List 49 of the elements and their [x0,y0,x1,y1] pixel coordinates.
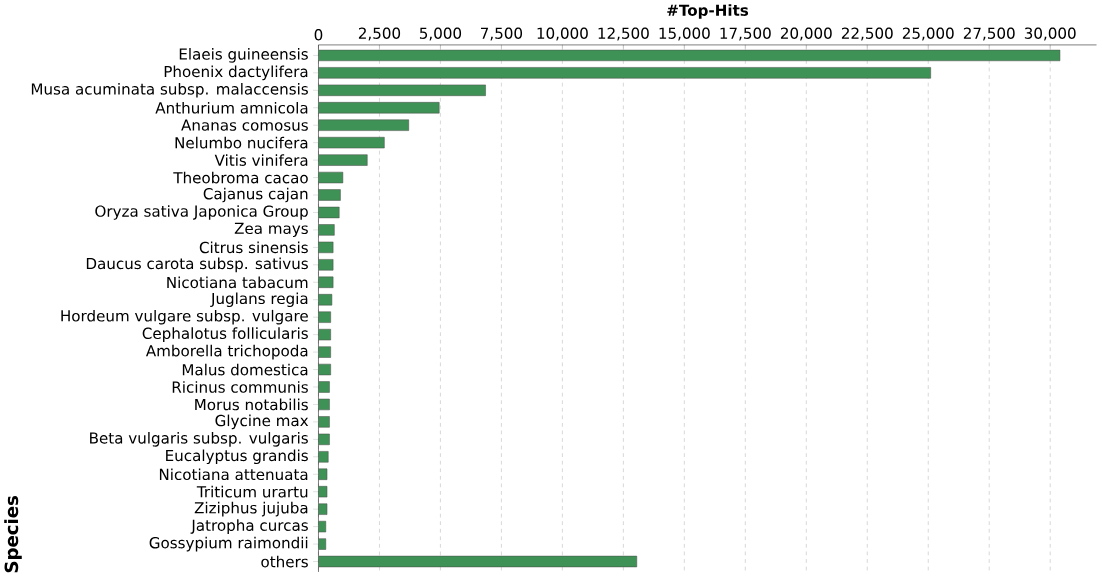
y-tick-label: Citrus sinensis [199,241,308,254]
y-tick-label: Cephalotus follicularis [142,327,308,343]
x-tick-label: 20,000 [780,27,832,41]
y-tick-label: Daucus carota subsp. sativus [86,257,308,273]
y-tick-label: Cajanus cajan [203,187,308,203]
x-tick-label: 10,000 [537,27,588,41]
x-axis-title: #Top-Hits [667,4,749,19]
y-tick-label: Morus notabilis [195,398,308,411]
y-tick-label: Oryza sativa Japonica Group [95,205,308,220]
y-tick-label: Juglans regia [210,292,308,308]
bar [318,119,409,131]
x-tick-label: 22,500 [841,27,893,41]
y-tick-label: Anthurium amnicola [155,102,308,114]
x-tick-label: 2,500 [358,27,401,41]
y-tick-label: Nicotiana attenuata [159,468,308,481]
bar [318,67,931,79]
x-tick-label: 15,000 [659,27,710,41]
y-tick-label: Amborella trichopoda [145,344,308,360]
y-tick-label: Triticum urartu [196,486,308,498]
y-tick-label: Ziziphus jujuba [194,501,308,517]
y-tick-label: Beta vulgaris subsp. vulgaris [90,432,308,447]
y-tick-label: Phoenix dactylifera [164,65,308,81]
x-tick-label: 27,500 [963,27,1015,41]
x-tick-label: 30,000 [1024,27,1076,41]
x-tick-label: 12,500 [598,27,649,41]
y-tick-label: Eucalyptus grandis [166,449,308,465]
y-axis-title: Species [4,496,22,573]
y-tick-label: others [261,555,308,568]
y-tick-label: Zea mays [234,222,308,238]
y-tick-label: Elaeis guineensis [179,48,308,63]
x-tick-label: 7,500 [481,27,523,41]
x-tick-label: 5,000 [419,27,462,41]
y-tick-label: Nelumbo nucifera [175,136,308,149]
y-tick-label: Malus domestica [182,363,308,376]
y-tick-label: Gossypium raimondii [149,536,308,552]
y-tick-label: Jatropha curcas [190,519,308,535]
bar [318,102,440,114]
y-tick-label: Musa acuminata subsp. malaccensis [31,83,308,98]
y-tick-label: Hordeum vulgare subsp. vulgare [61,310,308,325]
y-tick-label: Theobroma cacao [173,171,308,184]
bar [318,154,368,166]
y-tick-label: Ricinus communis [172,381,308,393]
y-tick-label: Ananas comosus [181,119,308,131]
y-tick-label: Nicotiana tabacum [167,276,308,289]
x-tick-label: 0 [314,29,323,41]
y-tick-label: Glycine max [215,414,309,430]
x-tick-label: 17,500 [720,27,771,41]
y-tick-label: Vitis vinifera [214,154,308,167]
x-tick-label: 25,000 [902,27,954,41]
